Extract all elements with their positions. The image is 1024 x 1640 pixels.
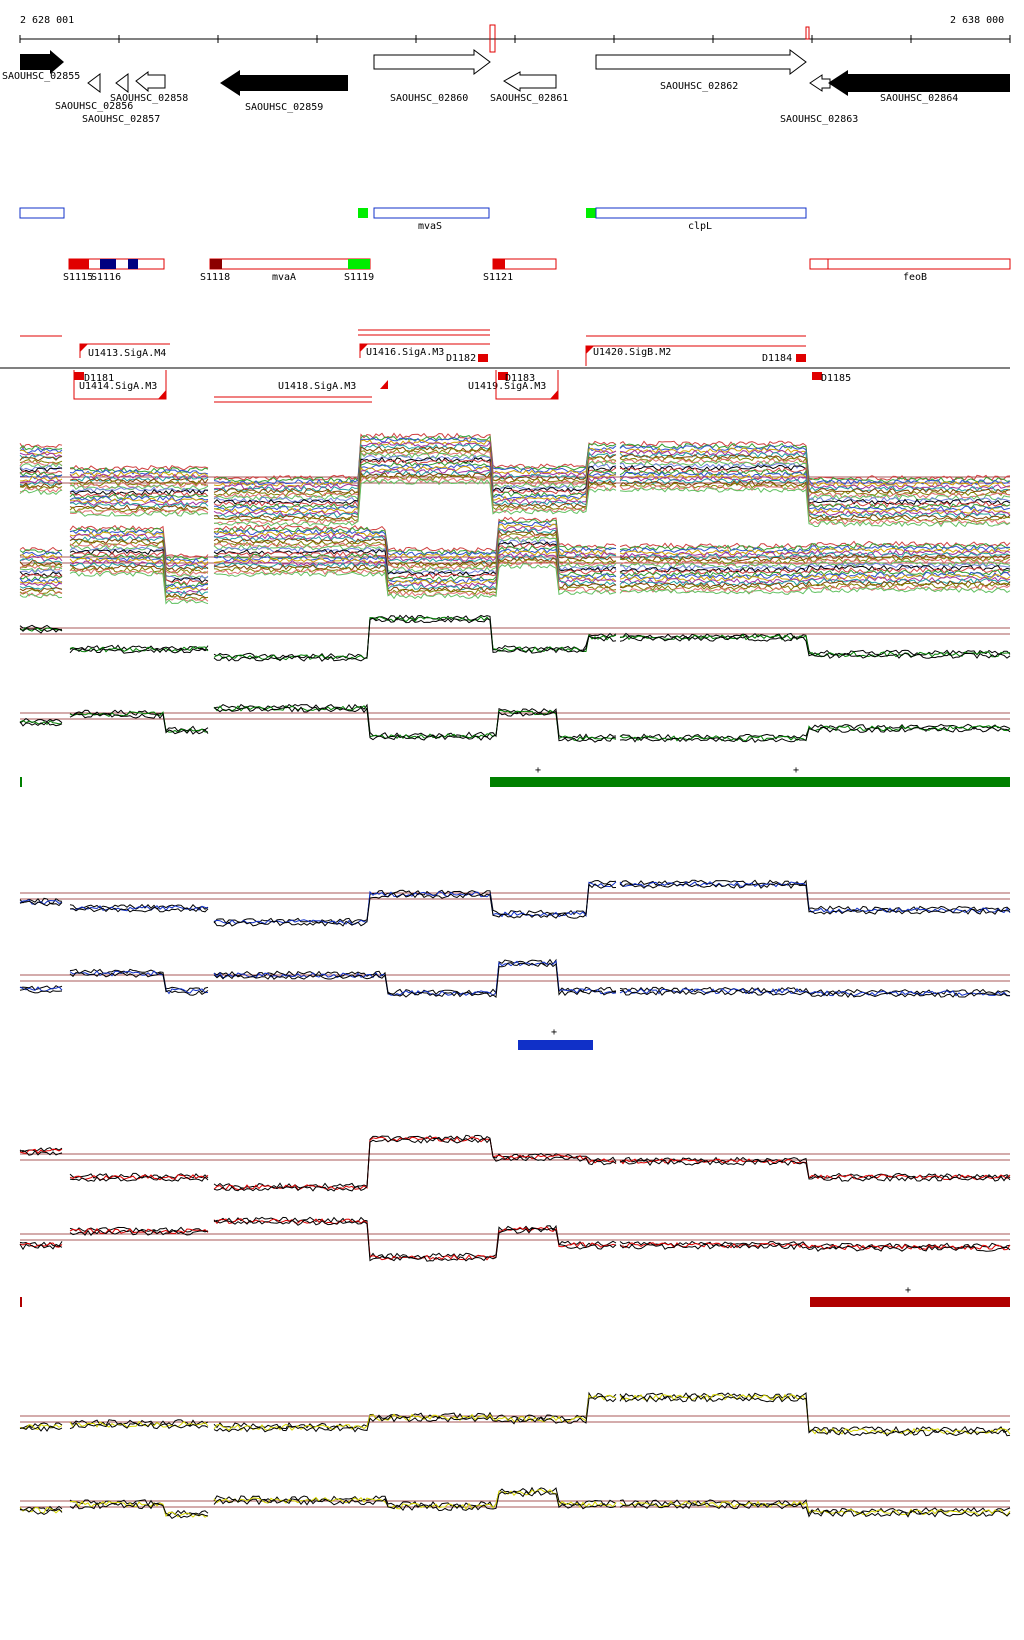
tss-label: D1182 [446,353,476,364]
coordinate-ruler: 2 628 001 2 638 000 [19,15,1011,53]
expression-track-blue-plus [19,879,1011,927]
expression-track-red-plus [19,1134,1011,1192]
expression-track-green-plus [19,614,1011,662]
segment-marker: + [535,765,541,776]
tss-track: U1413.SigA.M4 D1181 U1414.SigA.M3 U1418.… [0,329,1010,403]
gene-label: SAOUHSC_02858 [110,93,188,104]
feature-label-s1121: S1121 [483,272,513,283]
gene-label: SAOUHSC_02861 [490,93,568,104]
feature-label-s1119: S1119 [344,272,374,283]
gene-arrow-saouhsc-02864[interactable] [828,70,1010,96]
expression-track-blue-minus [19,958,1011,999]
feature-box-mvas[interactable] [373,207,490,219]
tss-label: U1414.SigA.M3 [79,381,157,392]
feature-label-feob: feoB [903,272,927,283]
expression-track-multi-minus [19,516,1011,605]
gene-label: SAOUHSC_02859 [245,102,323,113]
annotation-track-minus: S1115 S1116 S1118 mvaA S1119 S1121 feoB [63,258,1011,283]
feature-label: clpL [688,221,712,232]
expression-track-yellow-plus [19,1391,1011,1437]
gene-label: SAOUHSC_02857 [82,114,160,125]
gene-arrow-saouhsc-02858[interactable] [135,71,166,93]
expression-tracks [19,432,1011,1520]
expression-track-multi-plus [19,432,1011,528]
expression-track-green-minus [19,703,1011,743]
segment-bar-blue[interactable] [518,1040,593,1050]
feature-label-s1116: S1116 [91,272,121,283]
segment-marker: + [905,1285,911,1296]
expression-track-yellow-minus [19,1486,1011,1520]
segmentation-bars: + + + + [20,765,1010,1307]
tss-label: U1413.SigA.M4 [88,348,166,359]
feature-label-mvaa: mvaA [272,272,296,283]
feature-label-s1115: S1115 [63,272,93,283]
tss-label: D1183 [505,373,535,384]
tss-label: U1419.SigA.M3 [468,381,546,392]
gene-arrow-saouhsc-02855[interactable] [20,50,64,74]
tss-label: D1184 [762,353,792,364]
gene-arrow-saouhsc-02861[interactable] [503,71,557,92]
gene-arrow-saouhsc-02856[interactable] [87,73,101,93]
gene-arrow-saouhsc-02857[interactable] [115,73,129,93]
annotation-track-plus: mvaS clpL [19,207,807,232]
expression-track-red-minus [19,1216,1011,1262]
gene-label: SAOUHSC_02863 [780,114,858,125]
gene-label: SAOUHSC_02862 [660,81,738,92]
segment-bar-red[interactable] [810,1297,1010,1307]
tss-label: U1418.SigA.M3 [278,381,356,392]
gene-label: SAOUHSC_02855 [2,71,80,82]
gene-arrow-saouhsc-02862[interactable] [595,49,807,75]
tss-label: D1185 [821,373,851,384]
gene-label: SAOUHSC_02864 [880,93,958,104]
feature-box-feob[interactable] [809,258,1011,270]
gene-track: SAOUHSC_02855 SAOUHSC_02856 SAOUHSC_0285… [2,49,1010,125]
gene-arrow-saouhsc-02859[interactable] [220,70,348,96]
ruler-start-label: 2 628 001 [20,15,74,26]
gene-arrow-saouhsc-02860[interactable] [373,49,491,75]
segment-bar-green[interactable] [490,777,1010,787]
gene-label: SAOUHSC_02856 [55,101,133,112]
tss-label: U1416.SigA.M3 [366,347,444,358]
ruler-end-label: 2 638 000 [950,15,1004,26]
tss-label: U1420.SigB.M2 [593,347,671,358]
gene-arrow-saouhsc-02863[interactable] [809,74,831,92]
gene-label: SAOUHSC_02860 [390,93,468,104]
feature-label: mvaS [418,221,442,232]
segment-marker: + [551,1027,557,1038]
tss-label: D1181 [84,373,114,384]
feature-label-s1118: S1118 [200,272,230,283]
segment-marker: + [793,765,799,776]
feature-box-clpl[interactable] [595,207,807,219]
